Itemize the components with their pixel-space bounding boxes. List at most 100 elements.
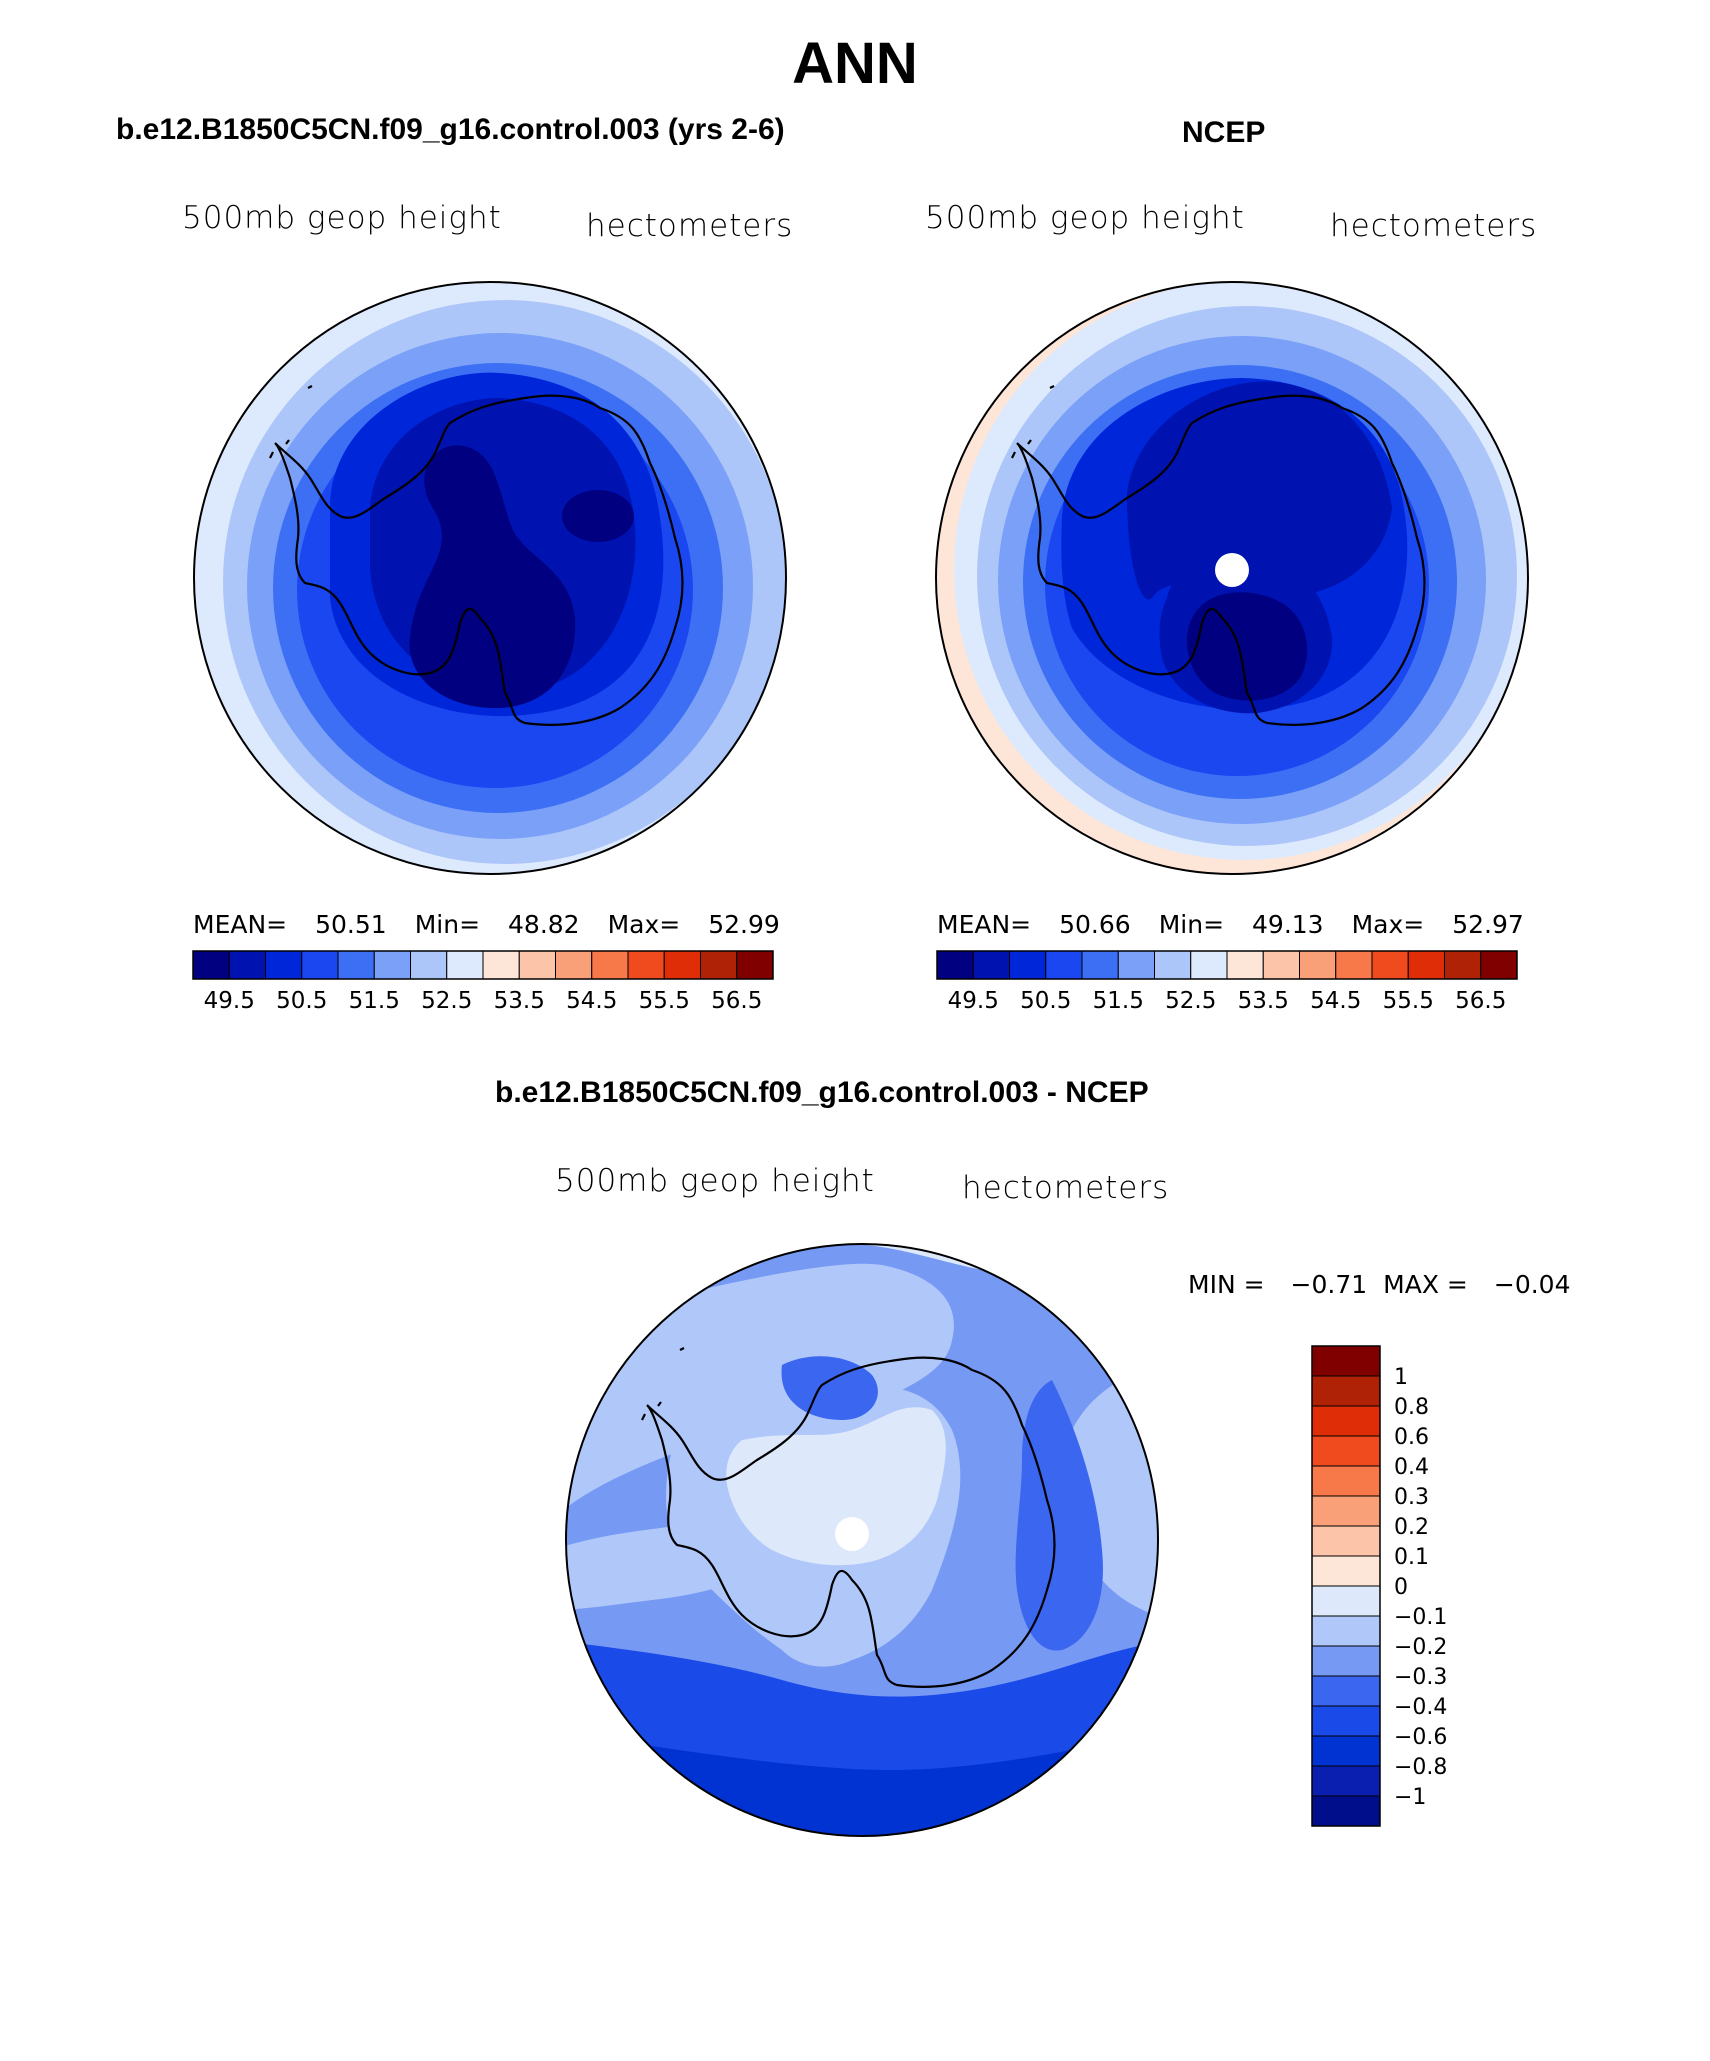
obs-colorbar-label: 54.5: [1310, 988, 1361, 1014]
obs-colorbar-swatch: [1190, 950, 1228, 980]
obs-colorbar-swatch: [1154, 950, 1192, 980]
diff-colorbar-swatch: [1311, 1615, 1381, 1647]
diff-units-label: hectometers: [962, 1170, 1170, 1206]
diff-colorbar-label: −0.2: [1394, 1635, 1447, 1660]
model-panel-title: b.e12.B1850C5CN.f09_g16.control.003 (yrs…: [116, 113, 785, 146]
diff-colorbar-label: 0: [1394, 1575, 1408, 1600]
diff-colorbar-swatch: [1311, 1705, 1381, 1737]
model-colorbar-swatch: [228, 950, 266, 980]
obs-map-border: [935, 281, 1529, 875]
obs-min-label: Min=: [1158, 910, 1225, 939]
obs-colorbar-swatch: [1480, 950, 1518, 980]
model-colorbar-swatch: [663, 950, 701, 980]
model-map-border: [193, 281, 787, 875]
obs-colorbar-swatch: [972, 950, 1010, 980]
model-colorbar-swatch: [482, 950, 520, 980]
obs-colorbar-swatch: [1371, 950, 1409, 980]
diff-region-0-4-east: [1015, 1380, 1103, 1651]
model-colorbar-swatch: [192, 950, 230, 980]
diff-colorbar-swatch: [1311, 1525, 1381, 1557]
model-max-label: Max=: [607, 910, 681, 939]
obs-colorbar-swatch: [1009, 950, 1047, 980]
obs-coastline: [1011, 385, 1426, 726]
diff-colorbar-frame: [1311, 1345, 1381, 1827]
obs-polar-map: [935, 281, 1529, 875]
obs-min-region: [1186, 592, 1308, 701]
diff-colorbar-label: −0.8: [1394, 1755, 1447, 1780]
main-title: ANN: [792, 31, 918, 96]
diff-colorbar-label: 0.2: [1394, 1515, 1429, 1540]
obs-colorbar-swatch: [1045, 950, 1083, 980]
obs-colorbar: 49.5 50.5 51.5 52.5 53.5 54.5 55.5 56.5: [936, 950, 1518, 1014]
diff-region-0-4-north: [781, 1356, 878, 1420]
diff-variable-label: 500mb geop height: [555, 1163, 875, 1199]
diff-colorbar-label: 0.8: [1394, 1395, 1429, 1420]
diff-coastline: [641, 1347, 1056, 1688]
model-min-region: [409, 445, 576, 708]
obs-colorbar-label: 51.5: [1093, 988, 1144, 1014]
model-min-value: 48.82: [508, 910, 580, 939]
model-min-region-east: [562, 490, 634, 542]
diff-pole-hole: [835, 1517, 869, 1551]
diff-max-value: −0.04: [1493, 1270, 1571, 1299]
model-colorbar-swatch: [301, 950, 339, 980]
diff-colorbar-label: −0.1: [1394, 1605, 1447, 1630]
obs-colorbar-label: 53.5: [1238, 988, 1289, 1014]
model-colorbar-swatch: [591, 950, 629, 980]
model-colorbar-swatch: [555, 950, 593, 980]
diff-min-label: MIN =: [1188, 1270, 1265, 1299]
diff-colorbar-label: 1: [1394, 1365, 1408, 1390]
diff-colorbar-swatch: [1311, 1465, 1381, 1497]
diff-colorbar-swatch: [1311, 1735, 1381, 1767]
obs-colorbar-swatch: [1407, 950, 1445, 980]
diff-colorbar-label: 0.4: [1394, 1455, 1429, 1480]
model-contour-fill: [194, 282, 786, 874]
obs-max-label: Max=: [1351, 910, 1425, 939]
model-mean-label: MEAN=: [193, 910, 288, 939]
diff-colorbar-label: 0.3: [1394, 1485, 1429, 1510]
obs-colorbar-label: 56.5: [1455, 988, 1506, 1014]
diff-colorbar-label: 0.6: [1394, 1425, 1429, 1450]
model-colorbar-label: 52.5: [421, 988, 472, 1014]
model-colorbar-label: 56.5: [711, 988, 762, 1014]
diff-colorbar-label: −0.6: [1394, 1725, 1447, 1750]
diff-map-border: [565, 1243, 1159, 1837]
model-colorbar-swatch: [410, 950, 448, 980]
diff-colorbar-swatch: [1311, 1405, 1381, 1437]
model-colorbar-label: 54.5: [566, 988, 617, 1014]
model-colorbar-swatch: [446, 950, 484, 980]
model-variable-label: 500mb geop height: [182, 200, 502, 236]
obs-colorbar-frame: [936, 950, 1518, 980]
obs-colorbar-label: 55.5: [1383, 988, 1434, 1014]
model-colorbar-swatch: [265, 950, 303, 980]
obs-units-label: hectometers: [1330, 208, 1538, 244]
obs-colorbar-swatch: [1335, 950, 1373, 980]
diff-colorbar-label: −1: [1394, 1785, 1426, 1810]
diff-colorbar-swatch: [1311, 1675, 1381, 1707]
diff-colorbar-swatch: [1311, 1645, 1381, 1677]
obs-colorbar-swatch: [1081, 950, 1119, 980]
obs-colorbar-swatch: [1262, 950, 1300, 980]
obs-panel-title: NCEP: [1182, 116, 1266, 149]
obs-colorbar-swatch: [1299, 950, 1337, 980]
diff-colorbar-label: −0.3: [1394, 1665, 1447, 1690]
obs-colorbar-swatch: [1444, 950, 1482, 980]
model-colorbar-swatch: [700, 950, 738, 980]
obs-colorbar-label: 50.5: [1020, 988, 1071, 1014]
diff-colorbar-swatch: [1311, 1585, 1381, 1617]
obs-colorbar-label: 49.5: [948, 988, 999, 1014]
model-colorbar-label: 50.5: [276, 988, 327, 1014]
diff-colorbar-swatch: [1311, 1795, 1381, 1827]
obs-pole-hole: [1215, 553, 1249, 587]
diff-panel-title: b.e12.B1850C5CN.f09_g16.control.003 - NC…: [495, 1076, 1149, 1109]
model-min-label: Min=: [414, 910, 481, 939]
diff-colorbar-swatch: [1311, 1555, 1381, 1587]
model-units-label: hectometers: [586, 208, 794, 244]
obs-mean-label: MEAN=: [937, 910, 1032, 939]
model-colorbar-label: 51.5: [349, 988, 400, 1014]
obs-variable-label: 500mb geop height: [925, 200, 1245, 236]
obs-colorbar-swatch: [1117, 950, 1155, 980]
diff-colorbar-swatch: [1311, 1495, 1381, 1527]
model-colorbar: 49.5 50.5 51.5 52.5 53.5 54.5 55.5 56.5: [192, 950, 774, 1014]
model-colorbar-swatch: [627, 950, 665, 980]
